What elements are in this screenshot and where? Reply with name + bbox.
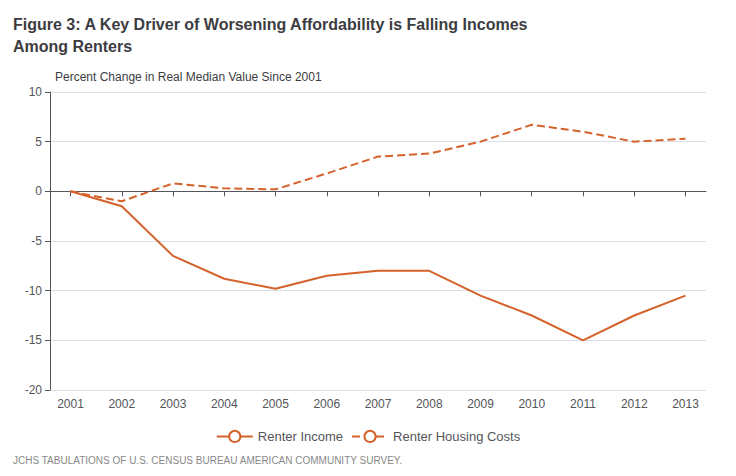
svg-text:0: 0 (35, 184, 42, 198)
svg-text:-15: -15 (25, 333, 43, 347)
svg-text:-20: -20 (25, 383, 43, 397)
svg-text:-10: -10 (25, 284, 43, 298)
svg-text:5: 5 (35, 135, 42, 149)
svg-text:10: 10 (29, 85, 43, 99)
svg-text:2007: 2007 (365, 397, 392, 411)
svg-text:2008: 2008 (416, 397, 443, 411)
svg-text:Among Renters: Among Renters (13, 38, 132, 55)
svg-text:Percent Change in Real Median: Percent Change in Real Median Value Sinc… (55, 70, 322, 84)
svg-text:2003: 2003 (160, 397, 187, 411)
svg-text:2002: 2002 (108, 397, 135, 411)
svg-text:Renter Income: Renter Income (258, 429, 343, 444)
svg-text:Figure 3: A Key Driver of Wors: Figure 3: A Key Driver of Worsening Affo… (13, 16, 528, 33)
svg-text:2005: 2005 (262, 397, 289, 411)
svg-text:-5: -5 (31, 234, 42, 248)
svg-text:2010: 2010 (518, 397, 545, 411)
svg-text:Renter Housing Costs: Renter Housing Costs (393, 429, 521, 444)
svg-text:2011: 2011 (570, 397, 596, 411)
svg-text:2006: 2006 (313, 397, 340, 411)
svg-text:2004: 2004 (211, 397, 238, 411)
svg-text:2001: 2001 (57, 397, 84, 411)
svg-text:2012: 2012 (621, 397, 648, 411)
svg-text:2009: 2009 (467, 397, 494, 411)
svg-text:2013: 2013 (672, 397, 699, 411)
svg-text:JCHS TABULATIONS OF U.S. CENSU: JCHS TABULATIONS OF U.S. CENSUS BUREAU A… (13, 455, 402, 466)
